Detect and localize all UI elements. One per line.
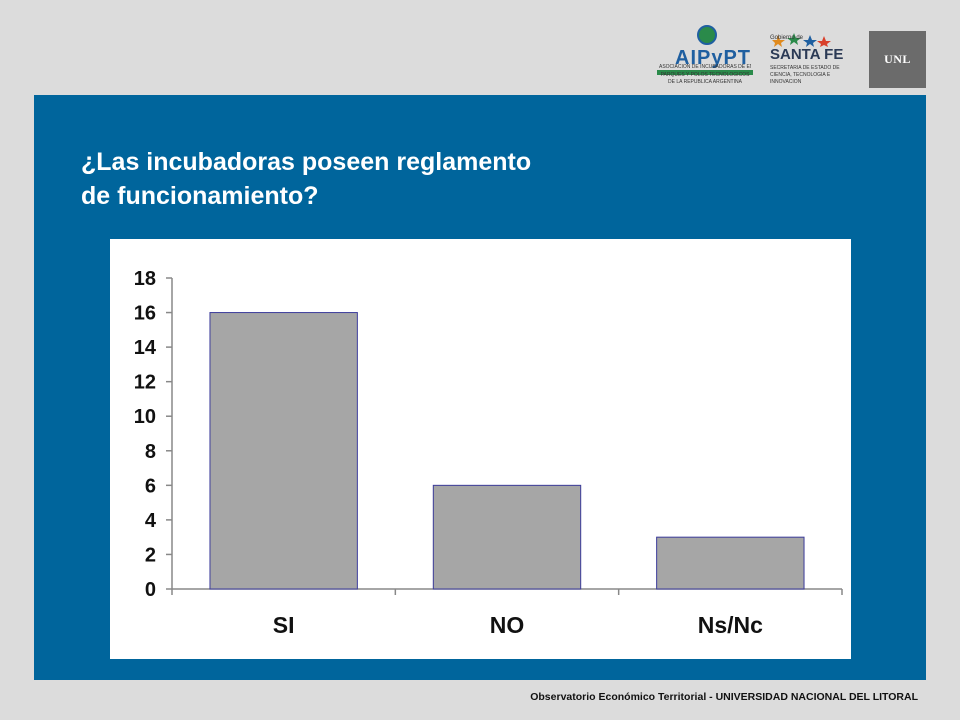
- slide-title-line1: ¿Las incubadoras poseen reglamento: [81, 148, 532, 176]
- aipypt-line1: ASOCIACION DE INCUBADORAS DE EMPRESAS: [659, 64, 751, 70]
- y-tick-label: 8: [145, 441, 156, 463]
- santa-fe-gobierno: Gobierno de: [770, 35, 804, 41]
- x-axis: [171, 588, 843, 595]
- chart-area: 0 2 4 6 8 10 12 14 16 18 SI NO Ns/Nc: [110, 239, 851, 659]
- y-tick-label: 4: [145, 510, 157, 532]
- y-tick-label: 2: [145, 544, 156, 566]
- y-tick-label: 6: [145, 475, 156, 497]
- y-tick-label: 14: [134, 337, 157, 359]
- y-tick-label: 16: [134, 303, 156, 325]
- bar-chart: 0 2 4 6 8 10 12 14 16 18 SI NO Ns/Nc: [134, 268, 843, 638]
- stars-icon: [772, 33, 831, 47]
- globe-icon: [697, 25, 717, 45]
- y-tick-label: 0: [145, 579, 156, 601]
- x-tick-label: Ns/Nc: [698, 612, 763, 638]
- santa-fe-name: SANTA FE: [770, 46, 844, 63]
- x-tick-labels: SI NO Ns/Nc: [273, 612, 763, 638]
- y-tick-label: 18: [134, 268, 156, 290]
- y-axis: 0 2 4 6 8 10 12 14 16 18: [134, 268, 173, 601]
- slide-title-line2: de funcionamiento?: [81, 182, 319, 210]
- santa-fe-secretaria: SECRETARIA DE ESTADO DE CIENCIA, TECNOLO…: [770, 65, 840, 85]
- aipypt-line3: DE LA REPUBLICA ARGENTINA: [668, 79, 742, 85]
- slide-title: ¿Las incubadoras poseen reglamento de fu…: [81, 145, 721, 213]
- y-tick-label: 12: [134, 372, 156, 394]
- aipypt-wordmark: AIPyPT: [675, 47, 752, 69]
- x-tick-label: SI: [273, 612, 295, 638]
- unl-logo: UNL: [869, 31, 926, 88]
- x-tick-label: NO: [490, 612, 525, 638]
- footer-text: Observatorio Económico Territorial - UNI…: [530, 691, 918, 703]
- aipypt-logo: AIPyPT ASOCIACION DE INCUBADORAS DE EMPR…: [655, 25, 755, 87]
- bar-ns-nc: [656, 536, 805, 590]
- logo-divider: [657, 70, 753, 75]
- bar-no: [432, 484, 582, 590]
- bar-si: [209, 312, 358, 590]
- bar-series: [209, 312, 805, 590]
- y-tick-label: 10: [134, 406, 156, 428]
- aipypt-line2: PARQUES Y POLOS TECNOLOGICOS: [660, 72, 750, 78]
- santa-fe-logo: Gobierno de SANTA FE SECRETARIA DE ESTAD…: [768, 33, 858, 87]
